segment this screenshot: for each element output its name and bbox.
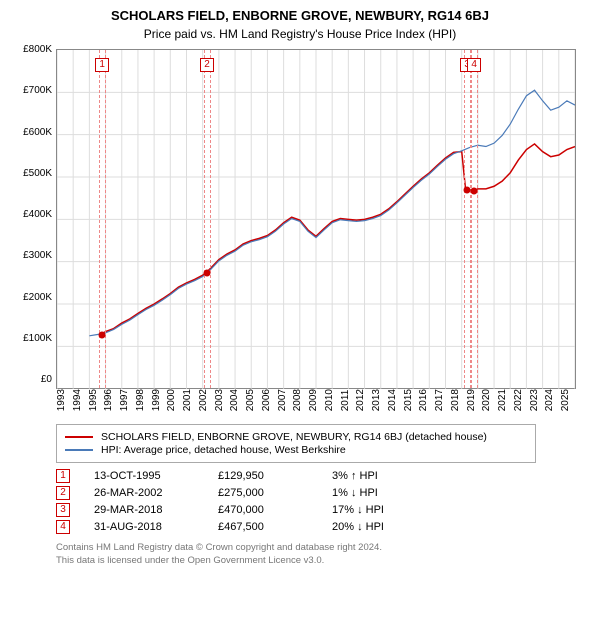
- chart-wrap: £800K£700K£600K£500K£400K£300K£200K£100K…: [12, 49, 588, 389]
- x-tick-label: 1993: [56, 389, 72, 414]
- legend-swatch: [65, 449, 93, 451]
- series-price_paid: [102, 144, 575, 334]
- tx-pct: 3% ↑ HPI: [332, 470, 442, 482]
- tx-date: 26-MAR-2002: [94, 487, 194, 499]
- tx-price: £129,950: [218, 470, 308, 482]
- tx-pct: 20% ↓ HPI: [332, 521, 442, 533]
- y-tick-label: £0: [12, 375, 52, 385]
- x-tick-label: 2010: [324, 389, 340, 414]
- tx-idx: 3: [56, 503, 70, 517]
- marker-line: [210, 50, 211, 388]
- x-tick-label: 2002: [198, 389, 214, 414]
- marker-box: 1: [95, 58, 109, 72]
- x-tick-label: 2012: [355, 389, 371, 414]
- x-tick-label: 1994: [72, 389, 88, 414]
- tx-idx: 1: [56, 469, 70, 483]
- tx-price: £467,500: [218, 521, 308, 533]
- x-tick-label: 2003: [214, 389, 230, 414]
- footer-line-2: This data is licensed under the Open Gov…: [56, 555, 588, 567]
- x-tick-label: 2017: [434, 389, 450, 414]
- marker-line: [105, 50, 106, 388]
- tx-date: 13-OCT-1995: [94, 470, 194, 482]
- marker-box: 2: [200, 58, 214, 72]
- tx-pct: 17% ↓ HPI: [332, 504, 442, 516]
- tx-idx: 4: [56, 520, 70, 534]
- y-tick-label: £300K: [12, 251, 52, 261]
- transaction-point: [471, 188, 478, 195]
- x-tick-label: 1999: [151, 389, 167, 414]
- x-tick-label: 1998: [135, 389, 151, 414]
- y-tick-label: £100K: [12, 334, 52, 344]
- legend-row: HPI: Average price, detached house, West…: [65, 444, 527, 456]
- x-tick-label: 2000: [166, 389, 182, 414]
- x-tick-label: 1996: [103, 389, 119, 414]
- plot-outer: 1234: [56, 49, 576, 389]
- legend-swatch: [65, 436, 93, 438]
- marker-line: [204, 50, 205, 388]
- y-tick-label: £400K: [12, 210, 52, 220]
- x-tick-label: 2005: [245, 389, 261, 414]
- x-tick-label: 2025: [560, 389, 576, 414]
- x-tick-label: 2008: [292, 389, 308, 414]
- tx-price: £470,000: [218, 504, 308, 516]
- y-tick-label: £500K: [12, 169, 52, 179]
- x-tick-label: 2019: [466, 389, 482, 414]
- y-tick-label: £200K: [12, 293, 52, 303]
- x-tick-label: 2011: [340, 389, 356, 414]
- y-tick-label: £600K: [12, 128, 52, 138]
- x-tick-label: 2009: [308, 389, 324, 414]
- transaction-row: 3 29-MAR-2018 £470,000 17% ↓ HPI: [56, 503, 588, 517]
- footer-line-1: Contains HM Land Registry data © Crown c…: [56, 542, 588, 554]
- transaction-row: 1 13-OCT-1995 £129,950 3% ↑ HPI: [56, 469, 588, 483]
- x-tick-label: 2001: [182, 389, 198, 414]
- marker-line: [471, 50, 472, 388]
- y-tick-label: £700K: [12, 86, 52, 96]
- y-tick-label: £800K: [12, 45, 52, 55]
- x-tick-label: 2020: [481, 389, 497, 414]
- transaction-point: [464, 187, 471, 194]
- plot-svg: [57, 50, 575, 389]
- transaction-point: [203, 270, 210, 277]
- x-axis: 1993199419951996199719981999200020012002…: [56, 389, 576, 414]
- marker-line: [477, 50, 478, 388]
- y-axis: £800K£700K£600K£500K£400K£300K£200K£100K…: [12, 49, 56, 389]
- transaction-row: 2 26-MAR-2002 £275,000 1% ↓ HPI: [56, 486, 588, 500]
- x-tick-label: 1995: [88, 389, 104, 414]
- x-tick-label: 2016: [418, 389, 434, 414]
- legend-label: HPI: Average price, detached house, West…: [101, 444, 346, 456]
- x-tick-label: 2022: [513, 389, 529, 414]
- x-tick-label: 2024: [544, 389, 560, 414]
- x-tick-label: 2014: [387, 389, 403, 414]
- legend-row: SCHOLARS FIELD, ENBORNE GROVE, NEWBURY, …: [65, 431, 527, 443]
- footer: Contains HM Land Registry data © Crown c…: [56, 542, 588, 567]
- transaction-table: 1 13-OCT-1995 £129,950 3% ↑ HPI 2 26-MAR-2002…: [56, 469, 588, 534]
- legend-label: SCHOLARS FIELD, ENBORNE GROVE, NEWBURY, …: [101, 431, 487, 443]
- transaction-point: [99, 331, 106, 338]
- tx-date: 31-AUG-2018: [94, 521, 194, 533]
- tx-date: 29-MAR-2018: [94, 504, 194, 516]
- chart-title: SCHOLARS FIELD, ENBORNE GROVE, NEWBURY, …: [12, 8, 588, 23]
- marker-line: [464, 50, 465, 388]
- tx-price: £275,000: [218, 487, 308, 499]
- x-tick-label: 2018: [450, 389, 466, 414]
- x-tick-label: 1997: [119, 389, 135, 414]
- chart-subtitle: Price paid vs. HM Land Registry's House …: [12, 27, 588, 41]
- marker-box: 4: [467, 58, 481, 72]
- x-tick-label: 2015: [403, 389, 419, 414]
- x-tick-label: 2004: [229, 389, 245, 414]
- tx-idx: 2: [56, 486, 70, 500]
- transaction-row: 4 31-AUG-2018 £467,500 20% ↓ HPI: [56, 520, 588, 534]
- x-tick-label: 2013: [371, 389, 387, 414]
- chart-container: SCHOLARS FIELD, ENBORNE GROVE, NEWBURY, …: [0, 0, 600, 577]
- legend: SCHOLARS FIELD, ENBORNE GROVE, NEWBURY, …: [56, 424, 536, 463]
- x-tick-label: 2023: [529, 389, 545, 414]
- x-tick-label: 2007: [277, 389, 293, 414]
- tx-pct: 1% ↓ HPI: [332, 487, 442, 499]
- x-tick-label: 2021: [497, 389, 513, 414]
- x-tick-label: 2006: [261, 389, 277, 414]
- plot-area: 1234: [56, 49, 576, 389]
